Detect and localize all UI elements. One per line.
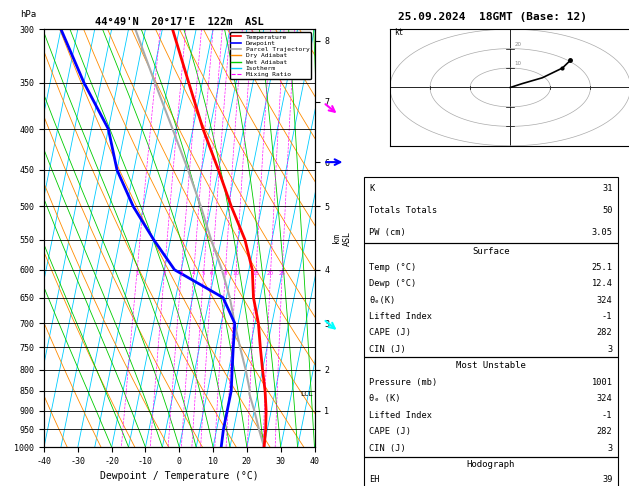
Text: CAPE (J): CAPE (J) [369, 427, 411, 436]
X-axis label: Dewpoint / Temperature (°C): Dewpoint / Temperature (°C) [100, 471, 259, 482]
Text: 324: 324 [597, 295, 613, 305]
Legend: Temperature, Dewpoint, Parcel Trajectory, Dry Adiabat, Wet Adiabat, Isotherm, Mi: Temperature, Dewpoint, Parcel Trajectory… [230, 32, 311, 79]
Text: 25.09.2024  18GMT (Base: 12): 25.09.2024 18GMT (Base: 12) [398, 12, 587, 22]
Bar [364, 357, 618, 457]
Text: 1: 1 [135, 271, 138, 276]
Text: 10: 10 [232, 271, 239, 276]
Text: kt: kt [394, 28, 403, 37]
Text: 324: 324 [597, 394, 613, 403]
Text: 39: 39 [602, 475, 613, 484]
Text: Totals Totals: Totals Totals [369, 206, 438, 215]
Text: 50: 50 [602, 206, 613, 215]
Text: 31: 31 [602, 184, 613, 193]
Text: 4: 4 [192, 271, 195, 276]
Text: Dewp (°C): Dewp (°C) [369, 279, 416, 288]
Text: Temp (°C): Temp (°C) [369, 263, 416, 272]
Text: 282: 282 [597, 427, 613, 436]
Text: 12.4: 12.4 [591, 279, 613, 288]
Text: PW (cm): PW (cm) [369, 227, 406, 237]
Text: K: K [369, 184, 374, 193]
Text: Lifted Index: Lifted Index [369, 411, 432, 420]
Text: LCL: LCL [300, 391, 313, 397]
Text: θₑ (K): θₑ (K) [369, 394, 401, 403]
Text: Most Unstable: Most Unstable [456, 361, 526, 370]
Text: Lifted Index: Lifted Index [369, 312, 432, 321]
Text: 3: 3 [179, 271, 183, 276]
Text: Surface: Surface [472, 247, 509, 256]
Text: 8: 8 [223, 271, 227, 276]
Text: Hodograph: Hodograph [467, 460, 515, 469]
Text: EH: EH [369, 475, 380, 484]
Bar [364, 177, 618, 243]
Text: 15: 15 [252, 271, 259, 276]
Text: 3: 3 [607, 345, 613, 353]
Text: CIN (J): CIN (J) [369, 345, 406, 353]
Y-axis label: km
ASL: km ASL [332, 231, 352, 245]
Text: 5: 5 [202, 271, 205, 276]
Text: 20: 20 [515, 42, 521, 47]
Text: 2: 2 [162, 271, 166, 276]
Text: CIN (J): CIN (J) [369, 444, 406, 453]
Text: 1001: 1001 [591, 378, 613, 387]
Text: 3: 3 [607, 444, 613, 453]
Text: -1: -1 [602, 312, 613, 321]
Text: 25.1: 25.1 [591, 263, 613, 272]
Text: 10: 10 [515, 61, 521, 66]
Text: CAPE (J): CAPE (J) [369, 328, 411, 337]
Text: 282: 282 [597, 328, 613, 337]
Text: 25: 25 [279, 271, 286, 276]
Text: hPa: hPa [19, 10, 36, 19]
Text: θₑ(K): θₑ(K) [369, 295, 396, 305]
Text: 3.05: 3.05 [591, 227, 613, 237]
Title: 44°49'N  20°17'E  122m  ASL: 44°49'N 20°17'E 122m ASL [95, 17, 264, 27]
Text: 20: 20 [267, 271, 274, 276]
Bar [364, 243, 618, 357]
Text: Pressure (mb): Pressure (mb) [369, 378, 438, 387]
Bar [364, 457, 618, 486]
Text: -1: -1 [602, 411, 613, 420]
Text: 6: 6 [210, 271, 213, 276]
